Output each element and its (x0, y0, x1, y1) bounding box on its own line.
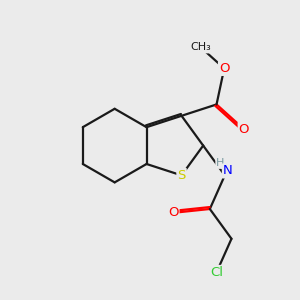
Text: O: O (219, 62, 230, 75)
Text: CH₃: CH₃ (190, 43, 211, 52)
Text: Cl: Cl (210, 266, 223, 279)
Text: O: O (239, 123, 249, 136)
Text: N: N (223, 164, 232, 177)
Text: H: H (216, 158, 225, 168)
Text: O: O (168, 206, 178, 219)
Text: S: S (177, 169, 186, 182)
